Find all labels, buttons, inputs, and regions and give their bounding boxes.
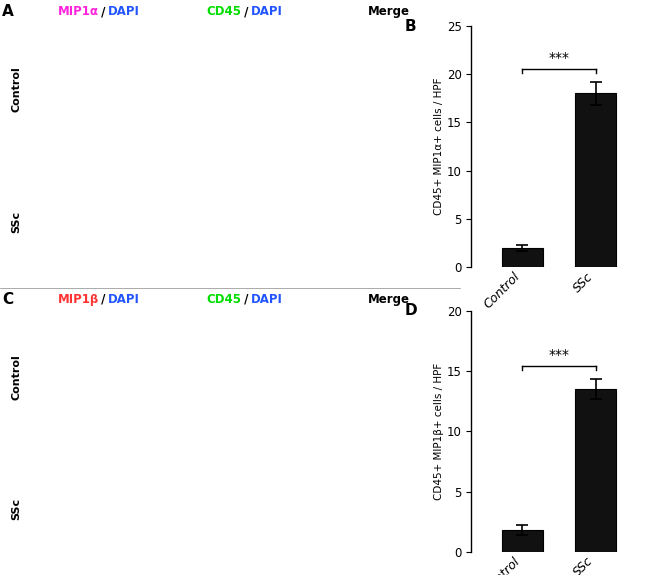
Y-axis label: CD45+ MIP1β+ cells / HPF: CD45+ MIP1β+ cells / HPF bbox=[434, 363, 444, 500]
Text: ***: *** bbox=[549, 348, 569, 362]
Text: /: / bbox=[98, 5, 110, 18]
Y-axis label: CD45+ MIP1α+ cells / HPF: CD45+ MIP1α+ cells / HPF bbox=[434, 78, 444, 216]
Text: Merge: Merge bbox=[368, 5, 410, 18]
Text: A: A bbox=[3, 4, 14, 20]
Bar bbox=[575, 389, 616, 552]
Text: SSc: SSc bbox=[11, 210, 21, 232]
Text: /: / bbox=[240, 293, 252, 306]
Text: Merge: Merge bbox=[368, 293, 410, 306]
Text: DAPI: DAPI bbox=[251, 293, 283, 306]
Text: MIP1β: MIP1β bbox=[58, 293, 99, 306]
Text: Control: Control bbox=[11, 354, 21, 400]
Text: /: / bbox=[240, 5, 252, 18]
Bar bbox=[502, 248, 543, 267]
Text: D: D bbox=[404, 303, 417, 318]
Bar bbox=[575, 94, 616, 267]
Text: C: C bbox=[3, 292, 14, 307]
Bar bbox=[502, 530, 543, 552]
Text: /: / bbox=[98, 293, 110, 306]
Text: SSc: SSc bbox=[11, 498, 21, 520]
Text: DAPI: DAPI bbox=[108, 293, 140, 306]
Text: CD45: CD45 bbox=[207, 5, 242, 18]
Text: DAPI: DAPI bbox=[108, 5, 140, 18]
Text: MIP1α: MIP1α bbox=[58, 5, 99, 18]
Text: Control: Control bbox=[11, 67, 21, 113]
Text: ***: *** bbox=[549, 51, 569, 65]
Text: CD45: CD45 bbox=[207, 293, 242, 306]
Text: B: B bbox=[404, 18, 416, 33]
Text: DAPI: DAPI bbox=[251, 5, 283, 18]
